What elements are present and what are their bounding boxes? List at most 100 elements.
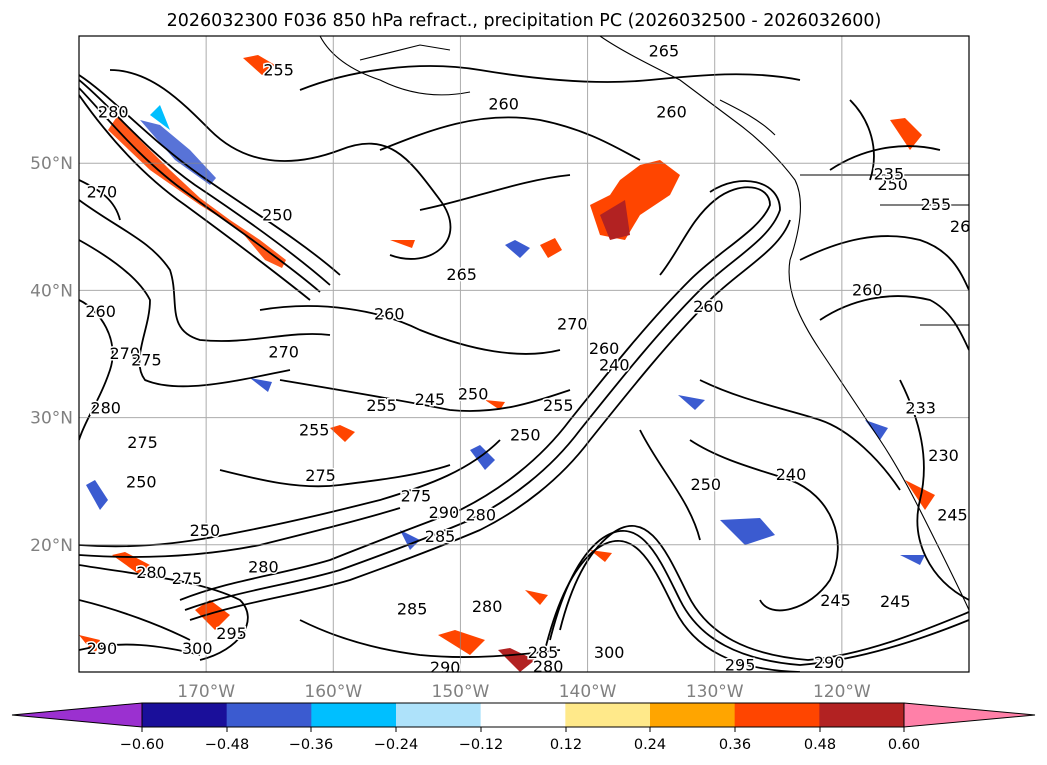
lon-tick-label: 150°W <box>432 682 490 702</box>
contour-label: 280 <box>465 506 496 525</box>
contour-label: 300 <box>594 643 625 662</box>
contour-label: 245 <box>880 592 911 611</box>
coastlines <box>319 36 969 611</box>
colorbar-under-arrow <box>11 702 143 728</box>
contour-label: 245 <box>415 390 446 409</box>
colorbar-tick-label: 0.36 <box>719 737 751 753</box>
contour-label: 250 <box>126 472 157 491</box>
lat-tick-label: 30°N <box>30 409 73 429</box>
contour-label: 280 <box>90 399 121 418</box>
contour-label: 250 <box>691 475 722 494</box>
contour-label: 255 <box>263 60 294 79</box>
longitude-ticks: 170°W 160°W 150°W 140°W 130°W 120°W <box>177 682 871 702</box>
map-frame <box>78 35 970 673</box>
lon-tick-label: 160°W <box>304 682 362 702</box>
contour-label: 260 <box>693 297 724 316</box>
lon-tick-label: 140°W <box>559 682 617 702</box>
colorbar-tick-label: 0.24 <box>634 737 666 753</box>
contour-label: 260 <box>950 217 981 236</box>
latitude-ticks: 20°N 30°N 40°N 50°N <box>30 154 73 556</box>
colorbar-segment <box>480 703 566 727</box>
contour-label: 280 <box>472 597 503 616</box>
colorbar-segment <box>819 703 905 727</box>
contour-label: 255 <box>921 195 952 214</box>
colorbar-segment <box>226 703 312 727</box>
contour-label: 285 <box>425 527 456 546</box>
contour-label: 260 <box>488 95 519 114</box>
contour-label: 260 <box>656 102 687 121</box>
contour-label: 290 <box>429 503 460 522</box>
colorbar-tick-label: 0.12 <box>550 737 582 753</box>
contour-label: 250 <box>190 521 221 540</box>
precipitation-shading <box>79 55 935 672</box>
contour-label: 290 <box>814 653 845 672</box>
lat-tick-label: 40°N <box>30 281 73 301</box>
contour-label: 245 <box>820 591 851 610</box>
contour-label: 265 <box>446 265 477 284</box>
contour-label: 250 <box>510 425 541 444</box>
graticule <box>79 36 969 672</box>
contour-label: 285 <box>528 643 559 662</box>
colorbar-tick-label: 0.48 <box>804 737 836 753</box>
lon-tick-label: 120°W <box>813 682 871 702</box>
contour-label: 275 <box>401 486 432 505</box>
colorbar-segment <box>650 703 736 727</box>
colorbar-frame <box>141 702 905 728</box>
contour-label: 275 <box>172 569 203 588</box>
lat-tick-label: 50°N <box>30 154 73 174</box>
lon-tick-label: 130°W <box>686 682 744 702</box>
colorbar-segment <box>311 703 397 727</box>
contour-label: 280 <box>533 657 564 676</box>
contour-label: 233 <box>905 399 936 418</box>
contour-label: 285 <box>397 600 428 619</box>
colorbar-segment <box>396 703 482 727</box>
contour-label: 275 <box>305 466 336 485</box>
contour-label: 260 <box>852 280 883 299</box>
contour-label: 250 <box>458 385 489 404</box>
lat-tick-label: 20°N <box>30 536 73 556</box>
contour-label: 280 <box>136 563 167 582</box>
contour-label: 240 <box>776 465 807 484</box>
colorbar-tick-label: 0.60 <box>888 737 920 753</box>
contour-label: 300 <box>182 639 213 658</box>
contour-label: 295 <box>216 624 247 643</box>
contour-label: 250 <box>877 175 908 194</box>
contour-label: 290 <box>430 658 461 677</box>
lon-tick-label: 170°W <box>177 682 235 702</box>
colorbar-tick-label: −0.24 <box>374 737 418 753</box>
contour-label: 230 <box>928 446 959 465</box>
contour-label: 270 <box>87 182 118 201</box>
contour-label: 270 <box>268 343 299 362</box>
contour-label: 270 <box>557 315 588 334</box>
colorbar-tick-label: −0.60 <box>120 737 164 753</box>
colorbar-segment <box>734 703 820 727</box>
colorbar-tick-label: −0.12 <box>459 737 503 753</box>
colorbar-segment <box>142 703 228 727</box>
contour-label: 275 <box>131 350 162 369</box>
contour-label: 240 <box>599 355 630 374</box>
contour-label: 280 <box>98 102 129 121</box>
contour-label: 280 <box>248 558 279 577</box>
contour-label: 270 <box>109 344 140 363</box>
colorbar: −0.60 −0.48 −0.36 −0.24 −0.12 0.12 0.24 0.36 0.4… <box>11 702 1036 753</box>
contour-label: 295 <box>725 656 756 675</box>
contour-label: 255 <box>299 420 330 439</box>
contour-label: 265 <box>649 41 680 60</box>
contour-label: 255 <box>366 396 397 415</box>
colorbar-over-arrow <box>903 702 1036 728</box>
colorbar-tick-label: −0.36 <box>289 737 333 753</box>
contour-label: 245 <box>937 506 968 525</box>
contour-label: 235 <box>874 165 905 184</box>
contour-label: 260 <box>85 302 116 321</box>
contour-label: 250 <box>262 205 293 224</box>
colorbar-tick-label: −0.48 <box>205 737 249 753</box>
colorbar-segment <box>565 703 651 727</box>
contour-label: 260 <box>589 339 620 358</box>
contour-label: 290 <box>87 639 118 658</box>
contour-label: 260 <box>374 305 405 324</box>
contour-label: 255 <box>543 396 574 415</box>
chart-title: 2026032300 F036 850 hPa refract., precip… <box>167 11 882 31</box>
